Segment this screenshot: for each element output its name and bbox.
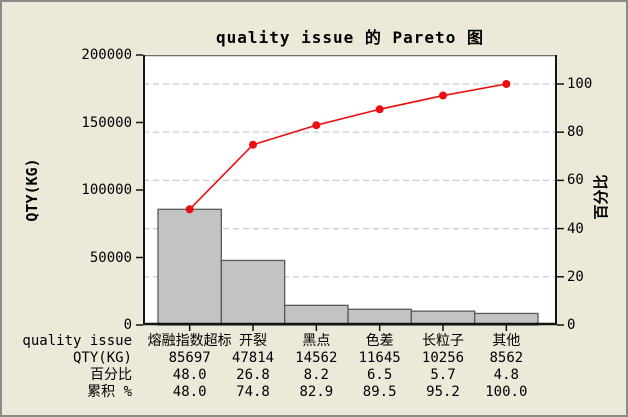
cumulative-point-2 <box>312 121 321 130</box>
left-axis-tick-label: 100000 <box>81 182 132 198</box>
table-cell-r0-c2: 黑点 <box>302 333 331 349</box>
table-cell-r0-c4: 长粒子 <box>422 333 464 349</box>
table-cell-r1-c5: 8562 <box>489 350 524 366</box>
table-cell-r2-c1: 26.8 <box>236 367 270 383</box>
table-cell-r3-c1: 74.8 <box>236 384 270 400</box>
bar-1 <box>220 259 286 326</box>
cumulative-point-4 <box>439 91 447 100</box>
right-axis-title: 百分比 <box>592 174 610 220</box>
left-axis-tick-label: 200000 <box>81 47 132 63</box>
cumulative-point-1 <box>249 140 257 149</box>
cumulative-line <box>189 83 507 210</box>
table-cell-r2-c4: 5.7 <box>430 367 456 383</box>
table-row-label: quality issue <box>22 333 132 349</box>
cumulative-point-5 <box>502 79 511 88</box>
table-cell-r0-c3: 色差 <box>365 333 394 349</box>
table-cell-r2-c5: 4.8 <box>493 367 519 383</box>
right-axis-tick-label: 40 <box>567 220 584 237</box>
left-axis-tick-label: 150000 <box>81 114 132 131</box>
table-cell-r3-c5: 100.0 <box>485 384 528 400</box>
bar-3 <box>347 308 412 326</box>
table-row-label: 百分比 <box>90 367 132 383</box>
right-axis-tick-label: 0 <box>567 317 576 333</box>
table-cell-r0-c5: 其他 <box>492 333 521 349</box>
right-axis-tick-label: 100 <box>567 75 593 92</box>
right-axis-tick-label: 80 <box>567 124 584 141</box>
right-axis-tick-label: 20 <box>567 268 584 285</box>
cumulative-point-3 <box>375 105 384 114</box>
table-cell-r3-c2: 82.9 <box>299 384 334 400</box>
bar-2 <box>284 304 349 326</box>
table-cell-r1-c1: 47814 <box>231 350 275 366</box>
plot-area <box>136 54 564 331</box>
cumulative-point-0 <box>185 205 194 214</box>
table-row-label: 累积 % <box>87 384 132 400</box>
table-cell-r3-c3: 89.5 <box>362 384 397 400</box>
table-cell-r3-c4: 95.2 <box>426 384 460 400</box>
table-cell-r0-c1: 开裂 <box>239 333 267 349</box>
table-cell-r1-c3: 11645 <box>358 350 401 366</box>
table-cell-r1-c2: 14562 <box>295 350 338 366</box>
table-cell-r0-c0: 熔融指数超标 <box>147 333 232 349</box>
table-cell-r2-c0: 48.0 <box>172 367 207 383</box>
table-cell-r3-c0: 48.0 <box>172 384 207 400</box>
table-cell-r1-c4: 10256 <box>421 350 465 366</box>
chart-title: quality issue 的 Pareto 图 <box>216 28 484 47</box>
bar-0 <box>157 208 222 326</box>
right-axis-tick-label: 60 <box>567 172 584 189</box>
table-cell-r2-c3: 6.5 <box>367 367 393 383</box>
pareto-plot-svg <box>136 54 564 331</box>
table-row-label: QTY(KG) <box>72 350 132 366</box>
left-axis-tick-label: 50000 <box>89 249 132 266</box>
table-cell-r2-c2: 8.2 <box>303 367 329 383</box>
table-cell-r1-c0: 85697 <box>168 350 211 366</box>
left-axis-tick-label: 0 <box>123 317 132 333</box>
